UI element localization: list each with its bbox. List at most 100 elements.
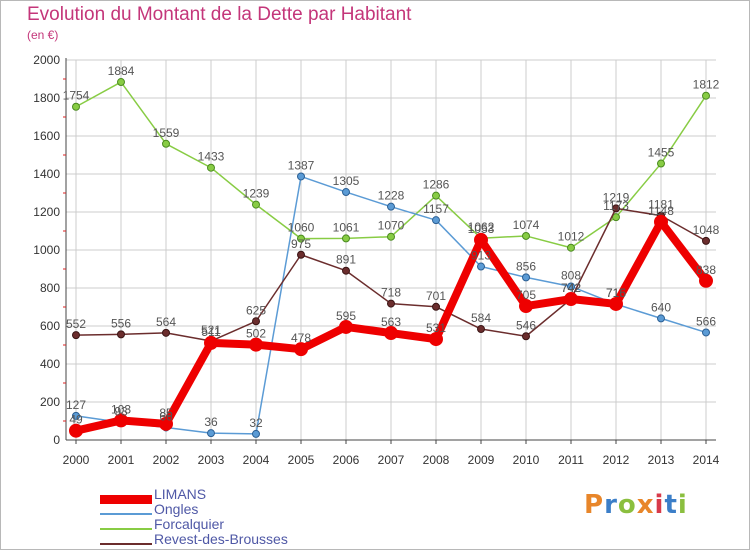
data-point-forcalquier — [567, 243, 575, 252]
data-label-limans: 511 — [201, 325, 220, 339]
data-point-revest-des-brousses — [702, 236, 710, 245]
data-label-forcalquier: 1239 — [243, 187, 270, 201]
data-label-forcalquier: 1062 — [468, 220, 495, 234]
data-label-ongles: 1228 — [378, 189, 405, 203]
x-tick-label: 2012 — [603, 453, 630, 467]
data-label-revest-des-brousses: 1048 — [693, 223, 720, 237]
data-label-ongles: 913 — [471, 249, 491, 263]
data-point-forcalquier — [342, 234, 350, 243]
data-label-limans: 838 — [696, 263, 716, 277]
data-label-forcalquier: 1559 — [153, 126, 180, 140]
data-label-revest-des-brousses: 1181 — [648, 198, 674, 212]
x-tick-label: 2002 — [153, 453, 180, 467]
data-point-forcalquier — [522, 231, 530, 240]
data-label-forcalquier: 1433 — [198, 150, 225, 164]
data-point-ongles — [522, 273, 530, 282]
y-tick-label: 800 — [40, 281, 60, 295]
data-point-limans — [654, 214, 668, 229]
data-point-forcalquier — [612, 213, 620, 222]
logo-letter: t — [664, 490, 678, 520]
data-label-forcalquier: 1754 — [63, 89, 90, 103]
data-point-revest-des-brousses — [297, 250, 305, 259]
data-point-ongles — [252, 429, 260, 438]
legend-label-forcalquier: Forcalquier — [154, 516, 225, 532]
data-label-limans: 595 — [336, 309, 356, 323]
data-label-limans: 563 — [381, 315, 401, 329]
data-label-forcalquier: 1012 — [558, 230, 585, 244]
data-label-ongles: 1305 — [333, 174, 360, 188]
data-point-limans — [474, 232, 488, 247]
data-point-revest-des-brousses — [387, 299, 395, 308]
data-point-revest-des-brousses — [162, 328, 170, 337]
data-label-ongles: 93 — [114, 404, 128, 418]
data-label-ongles: 566 — [696, 314, 716, 328]
data-label-ongles: 127 — [66, 398, 86, 412]
data-label-revest-des-brousses: 742 — [561, 281, 581, 295]
x-tick-label: 2014 — [693, 453, 720, 467]
data-point-forcalquier — [207, 163, 215, 172]
data-label-forcalquier: 1812 — [693, 78, 720, 92]
data-point-ongles — [297, 172, 305, 181]
data-label-ongles: 640 — [651, 300, 671, 314]
data-label-revest-des-brousses: 891 — [336, 253, 356, 267]
data-point-limans — [564, 292, 578, 307]
data-label-limans: 716 — [606, 286, 626, 300]
data-point-forcalquier — [297, 234, 305, 243]
data-point-limans — [429, 332, 443, 347]
x-tick-label: 2010 — [513, 453, 540, 467]
data-point-ongles — [657, 314, 665, 323]
data-point-limans — [204, 335, 218, 350]
logo-letter: x — [636, 490, 655, 520]
data-label-revest-des-brousses: 546 — [516, 318, 536, 332]
logo-letter: i — [677, 490, 688, 520]
data-point-limans — [609, 296, 623, 311]
data-point-forcalquier — [117, 78, 125, 87]
x-tick-label: 2013 — [648, 453, 675, 467]
logo-letter: o — [617, 490, 637, 520]
data-label-limans: 85 — [159, 406, 173, 420]
data-point-forcalquier — [657, 159, 665, 168]
data-point-limans — [384, 326, 398, 341]
data-label-forcalquier: 1061 — [333, 220, 360, 234]
data-point-forcalquier — [432, 191, 440, 200]
data-label-forcalquier: 1286 — [423, 178, 450, 192]
data-point-revest-des-brousses — [252, 317, 260, 326]
data-point-forcalquier — [72, 102, 80, 111]
data-label-ongles: 66 — [159, 409, 173, 423]
data-label-forcalquier: 1455 — [648, 146, 675, 160]
data-label-revest-des-brousses: 625 — [246, 303, 266, 317]
data-point-ongles — [342, 188, 350, 197]
data-point-revest-des-brousses — [342, 266, 350, 275]
legend-swatch-limans — [100, 494, 152, 504]
legend-label-ongles: Ongles — [154, 501, 199, 517]
y-tick-label: 2000 — [33, 53, 60, 67]
data-point-limans — [69, 423, 83, 438]
data-label-forcalquier: 1074 — [513, 218, 540, 232]
data-label-ongles: 36 — [204, 415, 218, 429]
data-point-limans — [159, 416, 173, 431]
data-label-revest-des-brousses: 564 — [156, 315, 176, 329]
data-label-revest-des-brousses: 718 — [381, 286, 401, 300]
data-label-limans: 502 — [246, 327, 266, 341]
data-point-revest-des-brousses — [117, 330, 125, 339]
x-tick-label: 2006 — [333, 453, 360, 467]
data-point-ongles — [72, 411, 80, 420]
x-tick-label: 2008 — [423, 453, 450, 467]
y-tick-label: 1000 — [33, 243, 60, 257]
data-point-forcalquier — [387, 232, 395, 241]
data-label-forcalquier: 1070 — [378, 219, 405, 233]
data-label-ongles: 32 — [249, 416, 263, 430]
x-tick-label: 2009 — [468, 453, 495, 467]
x-tick-label: 2007 — [378, 453, 405, 467]
y-tick-label: 600 — [40, 319, 60, 333]
data-label-limans: 705 — [516, 288, 536, 302]
data-label-limans: 531 — [426, 321, 446, 335]
y-tick-label: 200 — [40, 395, 60, 409]
y-tick-label: 1800 — [33, 91, 60, 105]
y-tick-label: 1600 — [33, 129, 60, 143]
data-point-limans — [294, 342, 308, 357]
x-tick-label: 2000 — [63, 453, 90, 467]
data-label-revest-des-brousses: 552 — [66, 317, 86, 331]
